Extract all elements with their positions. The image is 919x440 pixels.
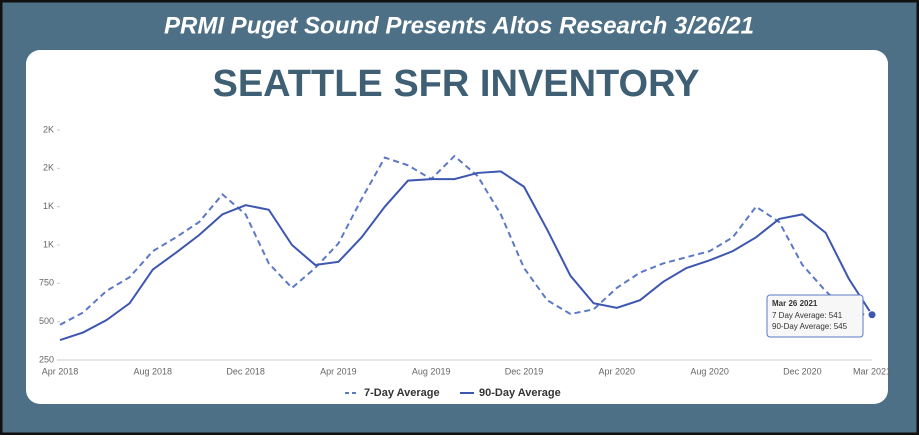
legend-label: 7-Day Average <box>364 387 440 399</box>
x-tick-label: Mar 2021 <box>853 366 891 376</box>
x-tick-label: Aug 2020 <box>690 366 729 376</box>
y-tick-label: 250 <box>39 354 54 364</box>
plot: 250 500 750 1K 1K 2K 2K Apr 2018 Aug 2018 Dec 201… <box>39 124 891 399</box>
tooltip-box <box>766 294 864 338</box>
tooltip-label: 90-Day Average: <box>772 322 831 331</box>
y-tick-label: 2K <box>43 163 54 173</box>
x-tick-label: Apr 2020 <box>599 366 636 376</box>
x-tick-label: Apr 2019 <box>320 366 357 376</box>
tooltip-value: 545 <box>834 322 848 331</box>
y-tick-label: 1K <box>43 239 54 249</box>
chart-title: SEATTLE SFR INVENTORY <box>212 63 699 105</box>
x-tick-label: Aug 2018 <box>134 366 173 376</box>
tooltip-value: 541 <box>829 311 843 320</box>
y-tick-label: 500 <box>39 316 54 326</box>
y-tick-label: 1K <box>43 201 54 211</box>
tooltip-title: Mar 26 2021 <box>772 299 818 308</box>
tooltip-row: 7 Day Average: 541 <box>772 311 843 320</box>
y-tick-label: 2K <box>43 124 54 134</box>
x-tick-label: Dec 2018 <box>226 366 265 376</box>
series-line <box>59 154 873 326</box>
tooltip-row: 90-Day Average: 545 <box>772 322 848 331</box>
hover-point <box>867 310 877 320</box>
x-tick-label: Aug 2019 <box>412 366 451 376</box>
panel <box>26 50 888 404</box>
header: PRMI Puget Sound Presents Altos Research… <box>164 12 754 39</box>
series-line <box>59 170 873 342</box>
x-tick-label: Dec 2019 <box>505 366 544 376</box>
legend-label: 90-Day Average <box>479 387 561 399</box>
x-tick-label: Apr 2018 <box>42 366 79 376</box>
tooltip-label: 7 Day Average: <box>772 311 827 320</box>
y-tick-label: 750 <box>39 278 54 288</box>
x-tick-label: Dec 2020 <box>783 366 822 376</box>
